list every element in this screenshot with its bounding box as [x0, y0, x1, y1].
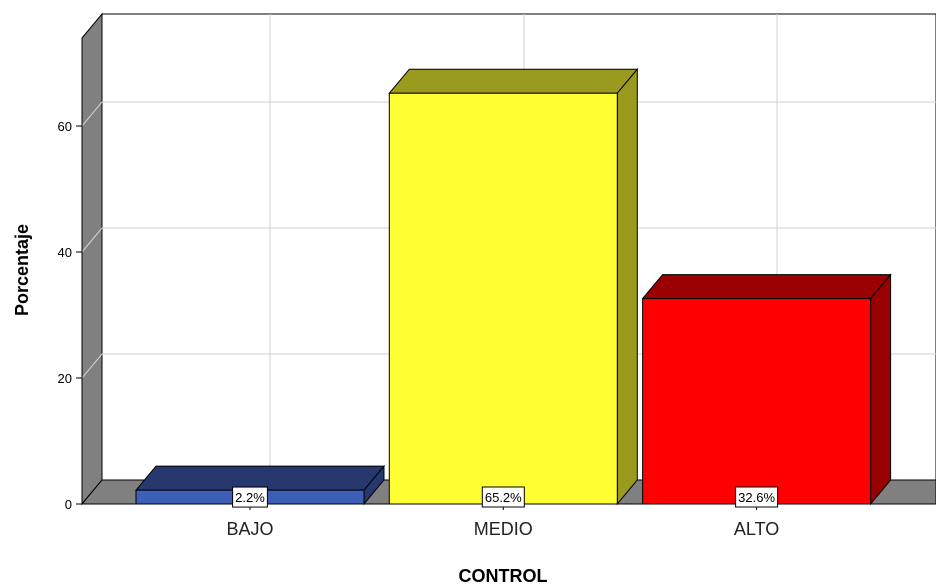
data-label-text: 2.2%: [235, 490, 265, 505]
bar-medio: [388, 67, 639, 506]
bar-side: [616, 67, 638, 506]
bars: [134, 67, 892, 506]
y-tick-label: 60: [58, 119, 72, 134]
bar-top: [134, 465, 386, 491]
bar-top: [388, 68, 639, 94]
left-wall: [81, 12, 103, 506]
bar-alto: [641, 273, 892, 506]
bar-front: [642, 298, 872, 505]
labels: 2.2% 65.2% 32.6%: [232, 486, 779, 508]
bar-top: [641, 274, 892, 300]
bar-front: [388, 92, 618, 505]
gridline-side: [81, 227, 103, 253]
data-label-text: 65.2%: [485, 490, 522, 505]
y-axis-title: Porcentaje: [12, 224, 32, 316]
data-label-box: [232, 486, 268, 508]
x-axis-title: CONTROL: [459, 566, 548, 586]
data-label-text: 32.6%: [738, 490, 775, 505]
bar-side: [870, 273, 892, 506]
gridline-side: [81, 101, 103, 127]
x-tick-label: BAJO: [226, 519, 273, 539]
data-label: 32.6%: [735, 486, 779, 508]
data-label-box: [481, 486, 525, 508]
y-tick-label: 40: [58, 245, 72, 260]
data-label-box: [735, 486, 779, 508]
data-label: 2.2%: [232, 486, 268, 508]
x-tick-label: MEDIO: [474, 519, 533, 539]
y-tick-label: 20: [58, 371, 72, 386]
data-label: 65.2%: [481, 486, 525, 508]
y-tick-label: 0: [65, 497, 72, 512]
x-tick-label: ALTO: [734, 519, 779, 539]
gridline-side: [81, 353, 103, 379]
